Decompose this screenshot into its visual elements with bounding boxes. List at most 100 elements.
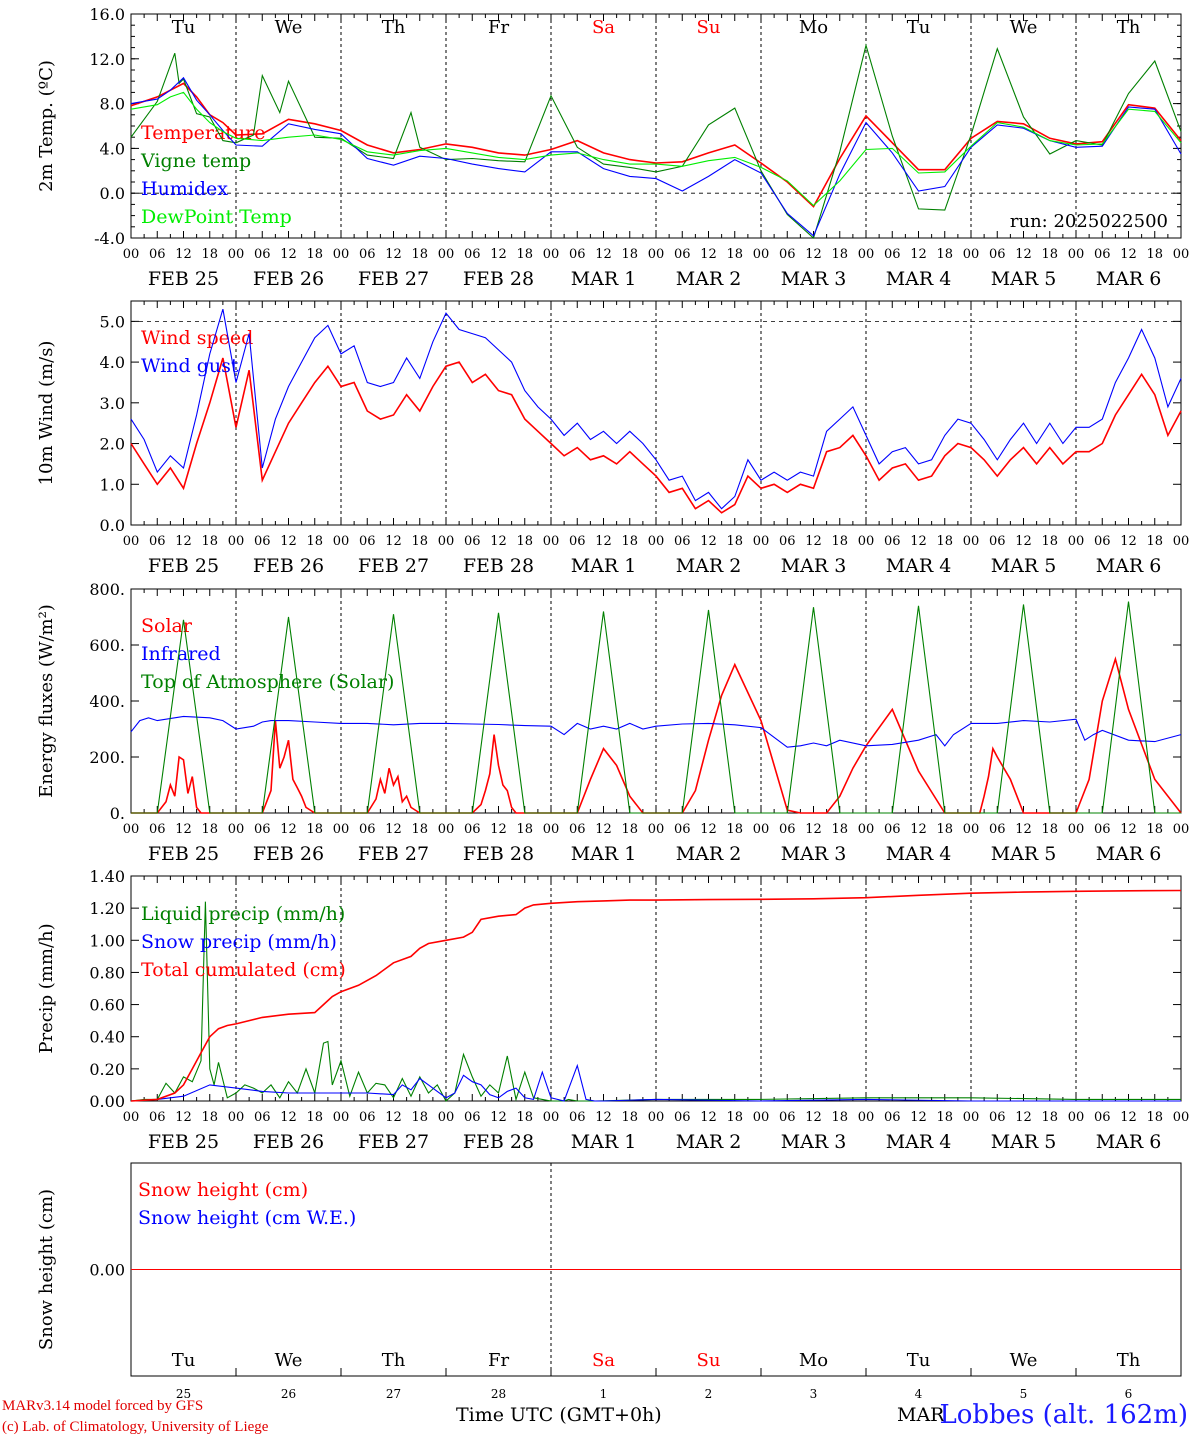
hour-tick-label: 18: [411, 534, 428, 549]
hour-tick-label: 12: [1120, 822, 1137, 837]
day-of-week-label: We: [1010, 17, 1038, 38]
series-line-wind-gust: [130, 308, 1182, 510]
y-tick-label: 0.: [110, 804, 125, 823]
hour-tick-label: 00: [543, 822, 560, 837]
hour-tick-label: 06: [464, 822, 481, 837]
hour-tick-label: 06: [254, 1110, 271, 1125]
date-label: MAR 3: [781, 268, 847, 290]
legend-top-of-atmosphere-solar-: Top of Atmosphere (Solar): [141, 671, 394, 693]
panel-temperature: -4.0 0.0 4.0 8.0 12.0 16.0 2m Temp. (ºC) Temper…: [36, 5, 1189, 290]
hour-tick-label: 00: [123, 1110, 140, 1125]
hour-tick-label: 12: [490, 247, 507, 262]
hour-tick-label: 18: [621, 822, 638, 837]
hour-tick-label: 06: [674, 247, 691, 262]
date-label: MAR 5: [991, 555, 1057, 577]
hour-tick-label: 00: [648, 822, 665, 837]
y-tick-label: -4.0: [94, 229, 125, 248]
y-tick-label: 0.20: [89, 1060, 125, 1079]
hour-tick-label: 06: [779, 1110, 796, 1125]
hour-tick-label: 06: [254, 247, 271, 262]
hour-tick-label: 18: [726, 247, 743, 262]
panel-energy: 0. 200. 400. 600. 800. Energy fluxes (W/m²) So…: [36, 580, 1189, 865]
legend-temperature: Temperature: [141, 122, 265, 144]
hour-tick-label: 06: [254, 822, 271, 837]
y-tick-label: 12.0: [89, 50, 125, 69]
date-label: MAR 2: [676, 268, 742, 290]
hour-tick-label: 06: [884, 822, 901, 837]
y-tick-label: 4.0: [100, 353, 125, 372]
legend-snow-height-cm-w-e-: Snow height (cm W.E.): [138, 1207, 356, 1229]
legend-solar: Solar: [141, 615, 193, 637]
hour-tick-label: 00: [123, 822, 140, 837]
model-credit: MARv3.14 model forced by GFS: [2, 1398, 204, 1414]
hour-tick-label: 06: [149, 1110, 166, 1125]
hour-tick-label: 00: [963, 247, 980, 262]
day-number-label: 28: [491, 1387, 506, 1401]
hour-tick-label: 12: [175, 1110, 192, 1125]
hour-tick-label: 18: [726, 822, 743, 837]
date-label: FEB 28: [463, 843, 534, 865]
day-of-week-label: Fr: [488, 1350, 509, 1371]
hour-tick-label: 12: [700, 822, 717, 837]
hour-tick-label: 00: [543, 534, 560, 549]
hour-tick-label: 00: [963, 1110, 980, 1125]
hour-tick-label: 00: [648, 247, 665, 262]
y-tick-label: 3.0: [100, 394, 125, 413]
hour-tick-label: 12: [1015, 247, 1032, 262]
hour-tick-label: 18: [1041, 534, 1058, 549]
hour-tick-label: 06: [1094, 534, 1111, 549]
hour-tick-label: 18: [516, 1110, 533, 1125]
series-line-infrared: [130, 715, 1182, 748]
hour-tick-label: 12: [1015, 534, 1032, 549]
day-of-week-label: Mo: [799, 1350, 828, 1371]
hour-tick-label: 18: [516, 822, 533, 837]
hour-tick-label: 00: [753, 534, 770, 549]
hour-tick-label: 06: [569, 247, 586, 262]
hour-tick-label: 12: [1015, 1110, 1032, 1125]
date-label: FEB 27: [358, 268, 429, 290]
panel-precip: 0.00 0.20 0.40 0.60 0.80 1.00 1.20 1.40 Precip (…: [36, 867, 1189, 1153]
date-label: FEB 28: [463, 268, 534, 290]
hour-tick-label: 18: [516, 534, 533, 549]
y-tick-label: 0.00: [89, 1092, 125, 1111]
y-tick-label: 5.0: [100, 312, 125, 331]
day-of-week-label: Th: [382, 17, 406, 38]
hour-tick-label: 18: [726, 1110, 743, 1125]
hour-tick-label: 00: [753, 1110, 770, 1125]
date-label: FEB 25: [148, 1131, 219, 1153]
legend-liquid-precip-mm-h-: Liquid precip (mm/h): [141, 903, 345, 925]
hour-tick-label: 18: [306, 534, 323, 549]
hour-tick-label: 06: [674, 534, 691, 549]
hour-tick-label: 06: [779, 822, 796, 837]
hour-tick-label: 18: [621, 534, 638, 549]
series-line-temperature: [130, 82, 1182, 208]
y-tick-label: 1.20: [89, 899, 125, 918]
hour-tick-label: 06: [779, 534, 796, 549]
date-label: MAR 6: [1096, 268, 1162, 290]
hour-tick-label: 06: [464, 1110, 481, 1125]
hour-tick-label: 06: [149, 247, 166, 262]
hour-tick-label: 12: [700, 534, 717, 549]
plot-frame: [130, 588, 1182, 814]
series-line-humidex: [130, 76, 1182, 237]
hour-tick-label: 00: [858, 1110, 875, 1125]
hour-tick-label: 06: [359, 822, 376, 837]
date-label: MAR 3: [781, 843, 847, 865]
series-line-snow-precip-mm-h-: [130, 1063, 1181, 1102]
hour-tick-label: 00: [333, 822, 350, 837]
hour-tick-label: 00: [753, 822, 770, 837]
date-label: MAR 3: [781, 1131, 847, 1153]
hour-tick-label: 06: [359, 534, 376, 549]
hour-tick-label: 00: [438, 822, 455, 837]
hour-tick-label: 12: [1120, 247, 1137, 262]
date-label: MAR 1: [571, 1131, 637, 1153]
hour-tick-label: 00: [1068, 822, 1085, 837]
hour-tick-label: 06: [569, 534, 586, 549]
hour-tick-label: 00: [1068, 534, 1085, 549]
hour-tick-label: 18: [1146, 1110, 1163, 1125]
hour-tick-label: 12: [1015, 822, 1032, 837]
hour-tick-label: 00: [858, 247, 875, 262]
date-label: MAR 4: [886, 1131, 952, 1153]
hour-tick-label: 18: [306, 1110, 323, 1125]
day-of-week-label: Su: [697, 17, 721, 38]
